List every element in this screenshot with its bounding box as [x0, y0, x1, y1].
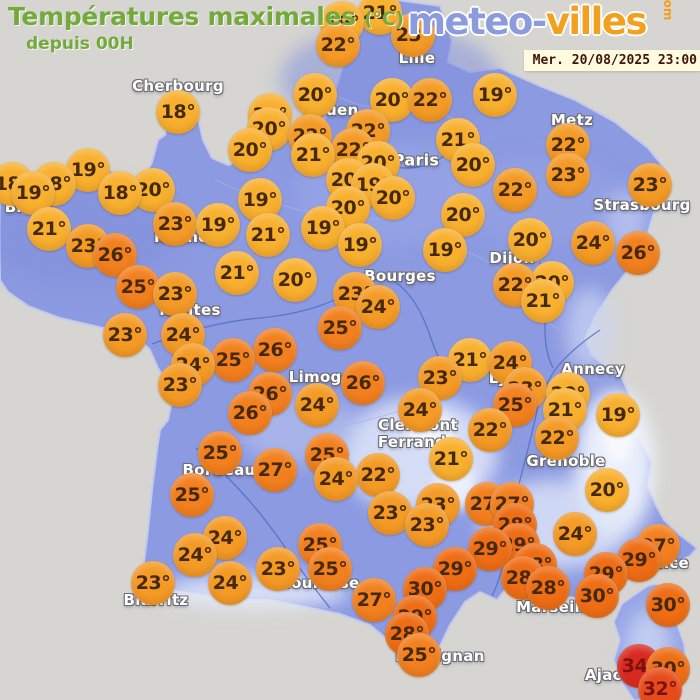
header: Températures maximales (°C) depuis 00H	[8, 2, 404, 54]
meteo-villes-logo[interactable]: meteo-villes .com	[407, 0, 690, 44]
title-unit: (°C)	[364, 8, 404, 30]
datetime-badge: Mer. 20/08/2025 23:00	[523, 50, 700, 71]
page-subtitle: depuis 00H	[26, 34, 134, 54]
logo-part-meteo: meteo-	[407, 0, 547, 43]
page-title: Températures maximales (°C)	[8, 2, 404, 31]
logo-suffix-com: .com	[661, 0, 675, 20]
logo-part-villes: villes	[545, 0, 648, 43]
